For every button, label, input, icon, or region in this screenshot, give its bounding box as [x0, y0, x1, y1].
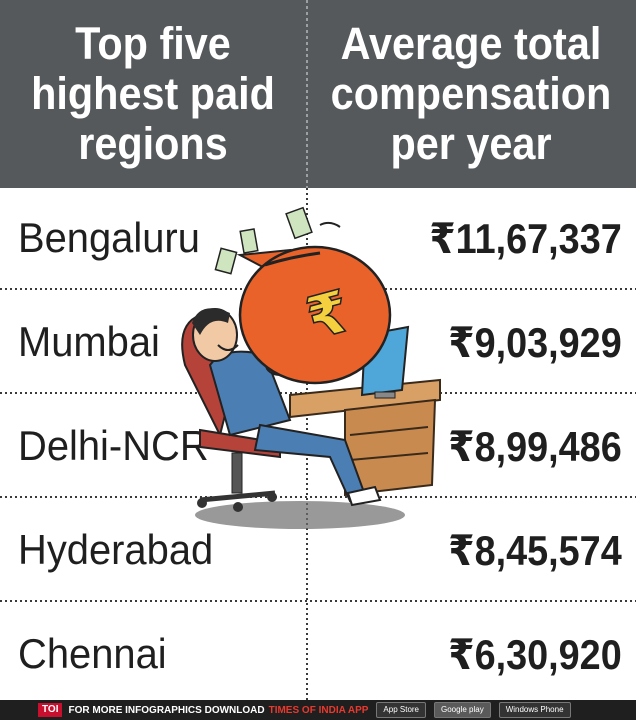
header-divider	[306, 0, 308, 188]
app-store-badge[interactable]: App Store	[376, 702, 426, 718]
compensation-value: ₹11,67,337	[429, 214, 622, 262]
header-compensation: Average total compensation per year	[330, 18, 612, 169]
footer-brand[interactable]: TIMES OF INDIA APP	[268, 704, 369, 716]
compensation-value: ₹6,30,920	[448, 630, 622, 678]
money-bag: ₹	[236, 245, 392, 385]
google-play-badge[interactable]: Google play	[434, 702, 491, 718]
region-name: Hyderabad	[18, 526, 214, 573]
table-row: Chennai ₹6,30,920	[0, 604, 636, 706]
compensation-value: ₹8,45,574	[448, 526, 622, 574]
money-bag-illustration: ₹	[181, 206, 441, 529]
region-name: Chennai	[18, 630, 167, 677]
floor-shadow	[195, 501, 405, 529]
region-name: Bengaluru	[18, 214, 200, 261]
compensation-value: ₹8,99,486	[448, 422, 622, 470]
footer-banner: TOI FOR MORE INFOGRAPHICS DOWNLOAD TIMES…	[0, 700, 636, 720]
row-separator	[0, 600, 636, 602]
toi-badge: TOI	[38, 703, 63, 717]
region-name: Delhi-NCR	[18, 422, 209, 469]
compensation-value: ₹9,03,929	[448, 318, 622, 366]
header-regions: Top five highest paid regions	[31, 18, 275, 169]
footer-text: FOR MORE INFOGRAPHICS DOWNLOAD	[68, 704, 265, 716]
region-name: Mumbai	[18, 318, 160, 365]
flying-banknotes	[214, 206, 341, 275]
row-separator	[0, 496, 636, 498]
windows-phone-badge[interactable]: Windows Phone	[498, 702, 571, 718]
table-header: Top five highest paid regions Average to…	[0, 0, 636, 188]
